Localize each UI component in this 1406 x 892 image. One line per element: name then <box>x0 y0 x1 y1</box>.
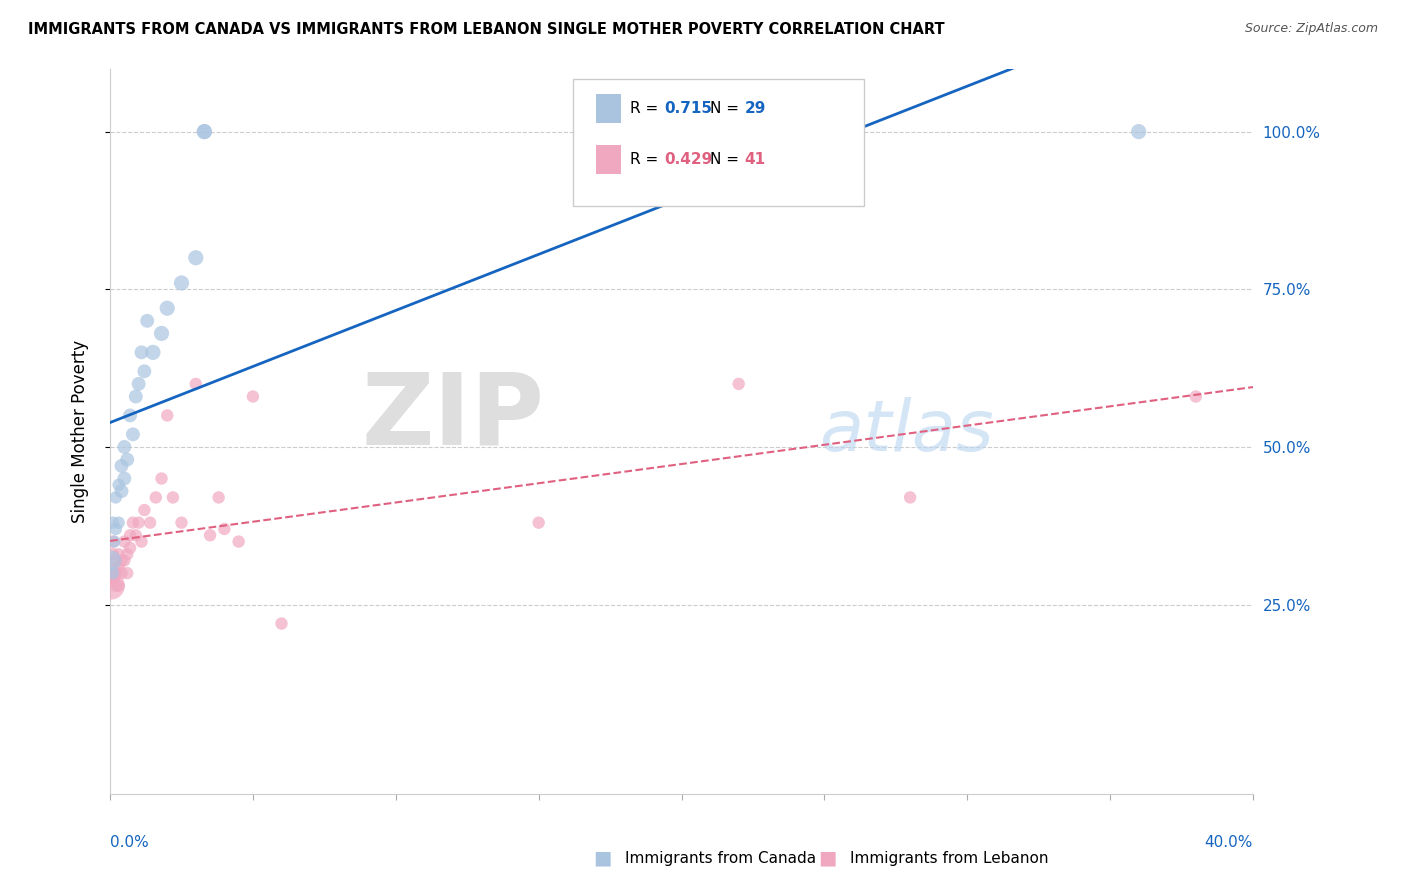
Point <box>156 301 179 316</box>
Text: Source: ZipAtlas.com: Source: ZipAtlas.com <box>1244 22 1378 36</box>
Point <box>104 566 127 581</box>
Point <box>104 522 127 536</box>
Point <box>122 516 145 530</box>
Point <box>671 125 693 139</box>
Point <box>184 376 207 391</box>
Y-axis label: Single Mother Poverty: Single Mother Poverty <box>72 340 89 523</box>
Point <box>107 547 129 561</box>
Point <box>1128 125 1150 139</box>
Point <box>120 541 142 555</box>
Text: Immigrants from Lebanon: Immigrants from Lebanon <box>851 851 1049 865</box>
Point <box>145 491 167 505</box>
Text: 40.0%: 40.0% <box>1205 836 1253 850</box>
Point <box>150 471 173 485</box>
Text: ZIP: ZIP <box>361 368 544 466</box>
Text: N =: N = <box>710 101 744 116</box>
Point <box>142 345 165 359</box>
Point <box>131 534 153 549</box>
Point <box>527 516 550 530</box>
Point <box>228 534 250 549</box>
Point <box>110 458 132 473</box>
Point <box>107 478 129 492</box>
Text: 29: 29 <box>744 101 766 116</box>
Point <box>110 566 132 581</box>
Point <box>156 409 179 423</box>
Point <box>128 376 150 391</box>
Point <box>112 440 135 454</box>
Point <box>170 516 193 530</box>
Point <box>110 484 132 499</box>
Point <box>115 547 138 561</box>
Point <box>125 528 148 542</box>
Point <box>112 471 135 485</box>
Point <box>107 579 129 593</box>
Point <box>214 522 236 536</box>
Point <box>193 125 215 139</box>
Point <box>170 276 193 290</box>
Point <box>104 579 127 593</box>
Point <box>107 559 129 574</box>
Point <box>101 547 124 561</box>
Text: R =: R = <box>630 152 664 167</box>
Text: IMMIGRANTS FROM CANADA VS IMMIGRANTS FROM LEBANON SINGLE MOTHER POVERTY CORRELAT: IMMIGRANTS FROM CANADA VS IMMIGRANTS FRO… <box>28 22 945 37</box>
Point <box>150 326 173 341</box>
Text: R =: R = <box>630 101 664 116</box>
Text: Immigrants from Canada: Immigrants from Canada <box>626 851 817 865</box>
Point <box>101 573 124 587</box>
Point <box>110 553 132 567</box>
Point <box>198 528 221 542</box>
Text: N =: N = <box>710 152 744 167</box>
Point <box>112 534 135 549</box>
Point <box>134 503 156 517</box>
Point <box>101 534 124 549</box>
Point <box>193 125 215 139</box>
Bar <box>596 94 621 123</box>
Point <box>134 364 156 378</box>
Point <box>115 452 138 467</box>
Point <box>120 409 142 423</box>
Point <box>103 534 125 549</box>
Point <box>107 516 129 530</box>
Point <box>1185 390 1208 404</box>
Point <box>270 616 292 631</box>
Point <box>100 566 122 581</box>
Bar <box>596 145 621 174</box>
Text: 0.715: 0.715 <box>665 101 713 116</box>
Point <box>101 516 124 530</box>
Text: ■: ■ <box>818 848 837 868</box>
FancyBboxPatch shape <box>574 79 865 206</box>
Point <box>139 516 162 530</box>
Point <box>120 528 142 542</box>
Point <box>125 390 148 404</box>
Text: 0.429: 0.429 <box>665 152 713 167</box>
Point <box>115 566 138 581</box>
Point <box>898 491 921 505</box>
Point <box>104 553 127 567</box>
Point <box>101 566 124 581</box>
Point <box>122 427 145 442</box>
Point <box>184 251 207 265</box>
Text: atlas: atlas <box>818 397 993 466</box>
Point <box>208 491 231 505</box>
Point <box>727 376 749 391</box>
Point <box>131 345 153 359</box>
Text: ■: ■ <box>593 848 612 868</box>
Point <box>162 491 184 505</box>
Point <box>136 314 159 328</box>
Point <box>100 553 122 567</box>
Point <box>104 491 127 505</box>
Point <box>128 516 150 530</box>
Point <box>242 390 264 404</box>
Text: 0.0%: 0.0% <box>110 836 149 850</box>
Point <box>100 579 122 593</box>
Point <box>112 553 135 567</box>
Text: 41: 41 <box>744 152 765 167</box>
